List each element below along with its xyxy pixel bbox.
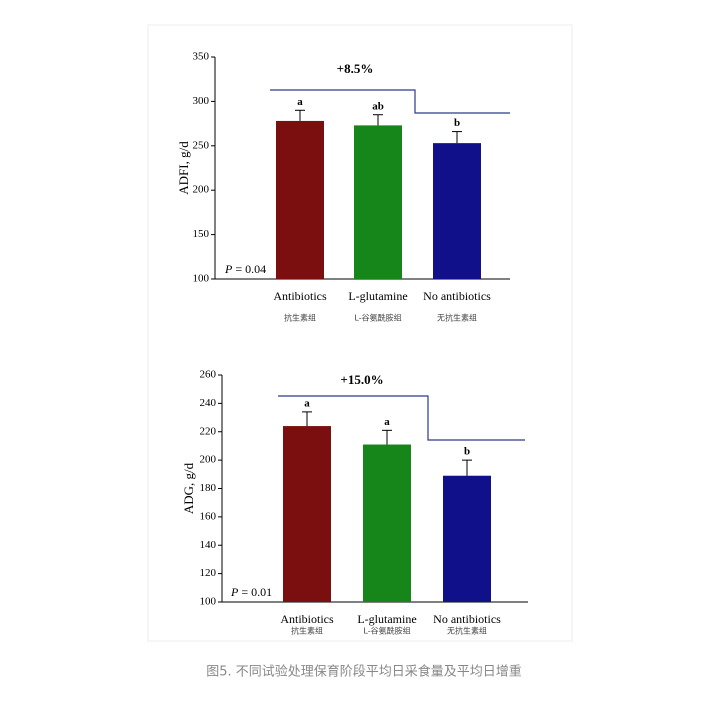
y-tick-label: 300 [193, 95, 210, 107]
x-tick-label: L-glutamine [348, 289, 407, 303]
x-sublabel: 无抗生素组 [447, 626, 487, 636]
x-tick-label: No antibiotics [423, 289, 491, 303]
y-tick-label: 220 [200, 425, 217, 437]
x-sublabel: L-谷氨酰胺组 [354, 313, 401, 323]
significance-letter: a [297, 96, 303, 108]
bar [363, 444, 411, 602]
significance-letter: ab [372, 100, 384, 112]
x-tick-label: Antibiotics [280, 612, 334, 626]
p-symbol: P [224, 262, 233, 276]
y-tick-label: 140 [200, 539, 217, 551]
p-symbol: P [230, 585, 239, 599]
y-axis-label: ADG, g/d [181, 462, 196, 514]
x-sublabel: 无抗生素组 [437, 313, 477, 323]
bar [283, 426, 331, 602]
y-tick-label: 250 [193, 139, 210, 151]
significance-letter: b [464, 446, 470, 458]
x-sublabel: L-谷氨酰胺组 [363, 626, 410, 636]
bar [354, 125, 402, 279]
x-sublabel: 抗生素组 [291, 626, 323, 636]
x-tick-label: No antibiotics [433, 612, 501, 626]
y-tick-label: 160 [200, 510, 217, 522]
significance-letter: b [454, 117, 460, 129]
y-tick-label: 180 [200, 482, 217, 494]
x-sublabel: 抗生素组 [284, 313, 316, 323]
p-value: = 0.04 [235, 262, 266, 276]
y-tick-label: 240 [200, 397, 217, 409]
y-tick-label: 100 [193, 273, 210, 285]
y-axis-label: ADFI, g/d [176, 141, 191, 195]
bar [443, 475, 491, 602]
comparison-bracket [278, 395, 525, 441]
y-tick-label: 200 [193, 184, 210, 196]
significance-letter: a [384, 416, 390, 428]
comparison-bracket [270, 89, 510, 114]
caption: 图5. 不同试验处理保育阶段平均日采食量及平均日增重 [206, 664, 522, 680]
y-tick-label: 150 [193, 228, 210, 240]
figure-frame [147, 24, 573, 642]
x-tick-label: L-glutamine [357, 612, 416, 626]
y-tick-label: 100 [200, 596, 217, 608]
y-tick-label: 350 [193, 51, 210, 63]
annotation: +15.0% [340, 372, 383, 387]
annotation: +8.5% [337, 61, 374, 76]
bar [276, 120, 324, 279]
x-tick-label: Antibiotics [273, 289, 327, 303]
significance-letter: a [304, 397, 310, 409]
y-tick-label: 200 [200, 454, 217, 466]
y-tick-label: 120 [200, 567, 217, 579]
p-value: = 0.01 [241, 585, 272, 599]
bar [433, 143, 481, 279]
y-tick-label: 260 [200, 369, 217, 381]
